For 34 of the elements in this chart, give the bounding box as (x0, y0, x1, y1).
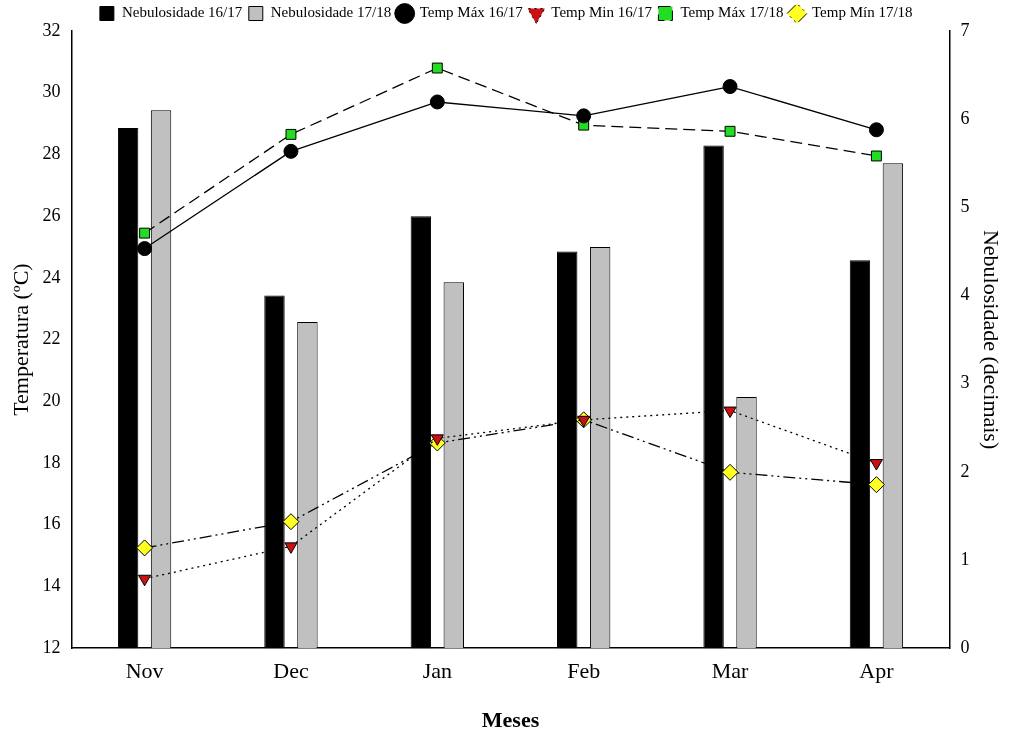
x-tick-label: Jan (422, 658, 452, 684)
legend-label: Temp Min 16/17 (551, 4, 653, 21)
y2-tick-label: 7 (960, 19, 970, 40)
x-tick-label: Apr (859, 658, 895, 684)
y2-tick-label: 3 (960, 372, 970, 393)
legend-label: Temp Mín 17/18 (812, 4, 913, 21)
y-tick-label: 18 (42, 451, 61, 472)
x-tick-label: Feb (567, 658, 601, 684)
y-tick-label: 24 (42, 266, 61, 287)
y2-tick-label: 4 (960, 284, 970, 305)
y2-tick-label: 1 (960, 548, 970, 569)
y-axis-title: Temperatura (ºC) (7, 263, 33, 416)
x-tick-label: Nov (125, 658, 164, 684)
y2-tick-label: 6 (960, 107, 970, 128)
y-tick-label: 14 (42, 575, 61, 596)
x-tick-label: Dec (273, 658, 309, 684)
legend-label: Temp Máx 17/18 (680, 4, 784, 21)
x-tick-label: Mar (711, 658, 750, 684)
legend-label: Nebulosidade 16/17 (121, 4, 243, 21)
y-tick-label: 22 (42, 328, 61, 349)
y-tick-label: 28 (42, 143, 61, 164)
y2-tick-label: 2 (960, 460, 970, 481)
y2-tick-label: 5 (960, 196, 970, 217)
y-tick-label: 26 (42, 204, 61, 225)
legend-label: Nebulosidade 17/18 (270, 4, 392, 21)
y2-tick-label: 0 (960, 636, 970, 657)
y-tick-label: 16 (42, 513, 61, 534)
y-tick-label: 32 (42, 19, 61, 40)
legend-label: Temp Máx 16/17 (419, 4, 524, 21)
y-tick-label: 12 (42, 636, 61, 657)
y2-axis-title: Nebulosidade (decimais) (979, 229, 1005, 450)
x-axis-title: Meses (481, 707, 540, 733)
y-tick-label: 30 (42, 81, 61, 102)
y-tick-label: 20 (42, 390, 61, 411)
